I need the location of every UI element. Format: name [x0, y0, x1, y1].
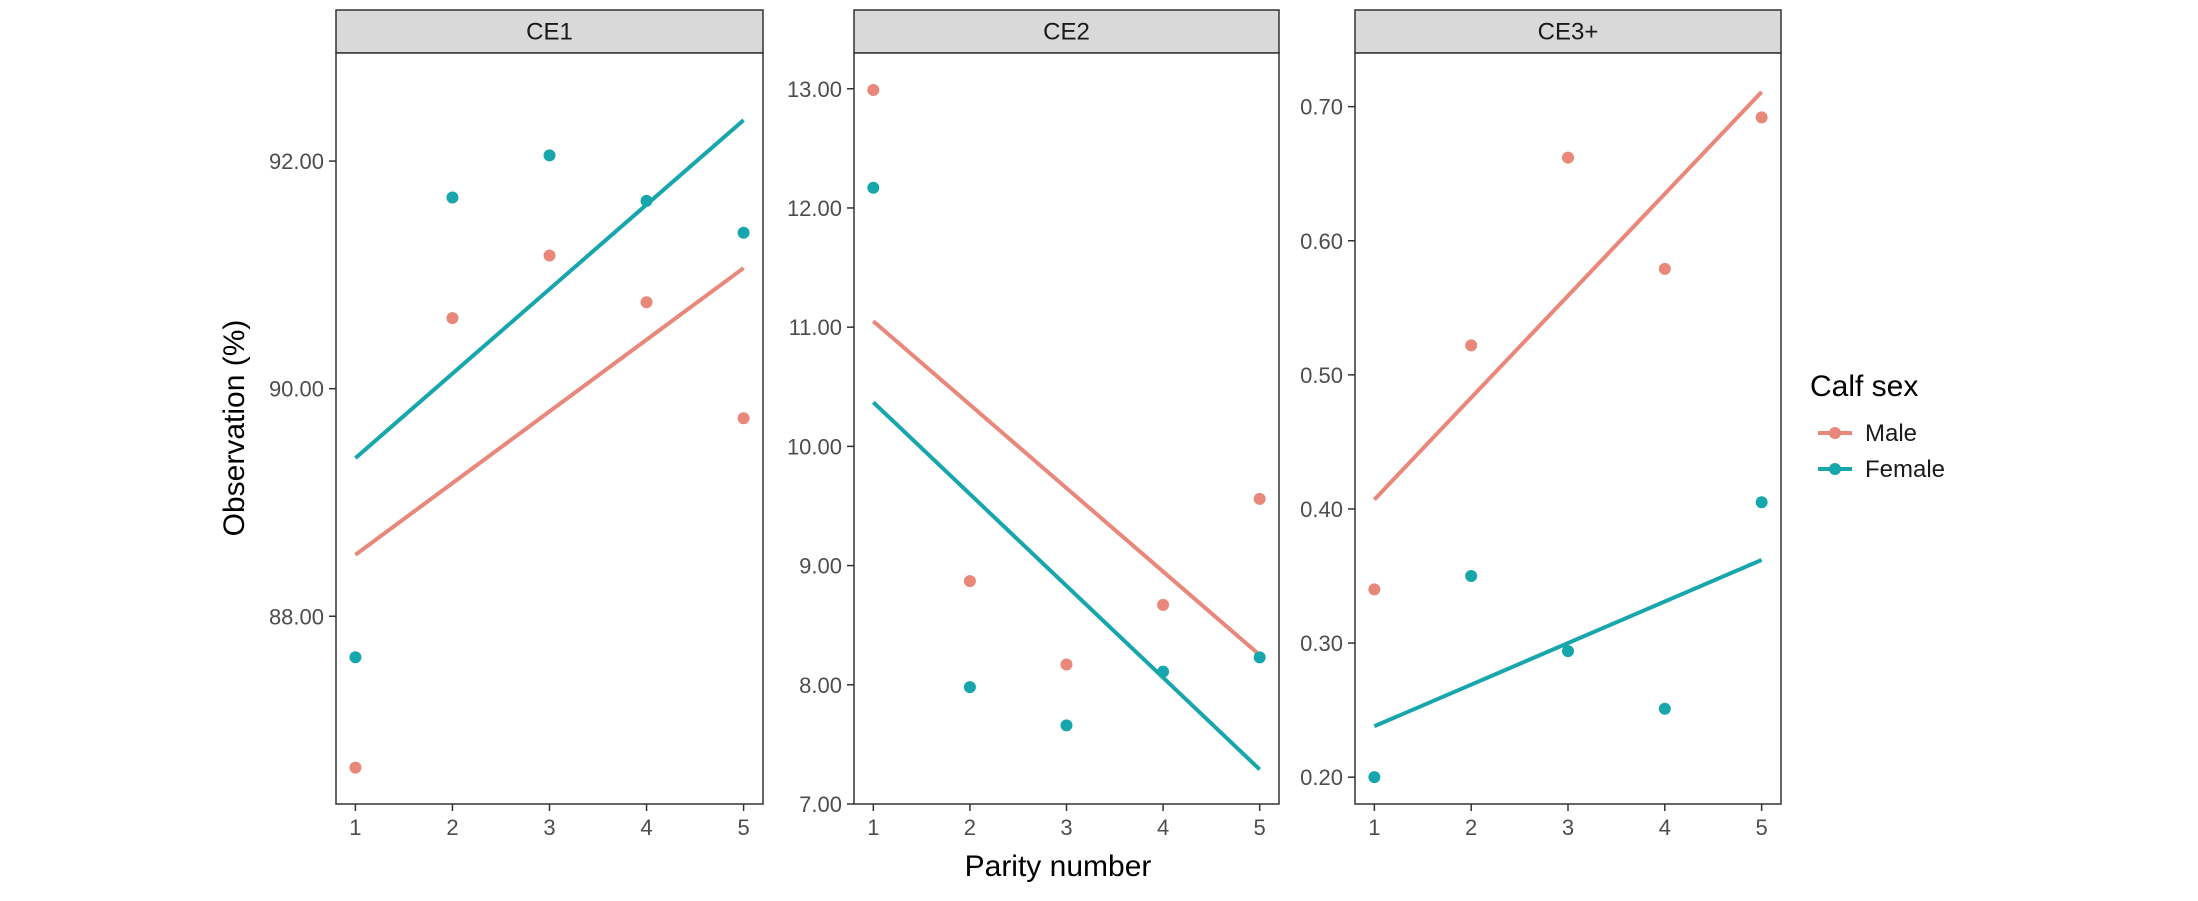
data-point-female: [1157, 665, 1170, 678]
data-point-female: [1755, 496, 1768, 509]
y-tick-label: 11.00: [789, 315, 842, 340]
y-tick-label: 90.00: [269, 377, 324, 402]
x-tick-label: 1: [1368, 815, 1380, 840]
x-tick-label: 3: [1060, 815, 1072, 840]
data-point-female: [543, 149, 556, 162]
panel-plot-area: [335, 52, 764, 805]
legend-label-female: Female: [1865, 456, 1945, 483]
x-tick-label: 1: [867, 815, 879, 840]
data-point-male: [1658, 262, 1671, 275]
data-point-male: [1755, 111, 1768, 124]
data-point-female: [1060, 719, 1073, 732]
panel-ce3-: CE3+ 0.20 0.30 0.40 0.50 0.60 0.70 1 2 3 4 5: [1300, 9, 1782, 840]
panel-strip-label: CE1: [526, 19, 573, 46]
data-point-female: [1562, 645, 1574, 658]
data-point-male: [737, 412, 750, 425]
y-tick-label: 0.60: [1300, 229, 1343, 254]
data-point-female: [737, 226, 750, 239]
y-tick-label: 0.20: [1300, 765, 1343, 790]
fit-line-male: [872, 319, 1261, 657]
panel-strip: [335, 9, 764, 54]
data-point-male: [963, 575, 976, 588]
data-point-male: [1060, 658, 1073, 671]
panel-strip: [853, 9, 1280, 54]
panel-strip: [1354, 9, 1782, 54]
y-tick-label: 0.50: [1300, 363, 1343, 388]
y-tick-label: 8.00: [799, 673, 842, 698]
y-tick-label: 92.00: [269, 149, 324, 174]
x-tick-label: 4: [1157, 815, 1169, 840]
x-tick-label: 4: [1659, 815, 1671, 840]
x-tick-label: 5: [737, 815, 749, 840]
x-tick-label: 1: [349, 815, 361, 840]
panel-strip-label: CE2: [1043, 19, 1090, 46]
x-tick-label: 2: [1465, 815, 1477, 840]
panel-plot-area: [853, 52, 1280, 805]
data-point-female: [867, 181, 880, 194]
y-tick-label: 0.30: [1300, 631, 1343, 656]
data-point-male: [1253, 492, 1266, 505]
fit-line-female: [871, 400, 1262, 771]
x-tick-label: 2: [446, 815, 458, 840]
y-tick-label: 10.00: [787, 434, 842, 459]
y-tick-label: 7.00: [799, 792, 842, 817]
data-point-female: [640, 194, 653, 207]
x-tick-label: 2: [964, 815, 976, 840]
y-tick-label: 0.40: [1300, 497, 1343, 522]
x-tick-label: 3: [1562, 815, 1574, 840]
legend-label-male: Male: [1865, 420, 1917, 447]
data-point-male: [867, 83, 880, 96]
data-point-female: [1465, 570, 1478, 583]
y-tick-label: 0.70: [1300, 95, 1343, 120]
y-tick-label: 12.00: [787, 196, 842, 221]
x-tick-label: 5: [1756, 815, 1768, 840]
y-tick-label: 13.00: [787, 77, 842, 102]
y-axis-title: Observation (%): [218, 320, 251, 537]
data-point-female: [1368, 771, 1381, 784]
panel-strip-label: CE3+: [1538, 19, 1599, 46]
data-point-female: [963, 681, 976, 694]
fit-line-male: [1372, 90, 1764, 501]
y-tick-label: 9.00: [799, 554, 842, 579]
data-point-male: [640, 296, 653, 309]
data-point-female: [349, 651, 362, 664]
legend: Calf sex Male Female: [1810, 370, 1945, 483]
panel-plot-area: [1354, 52, 1782, 805]
x-tick-label: 4: [640, 815, 652, 840]
fit-line-female: [1373, 558, 1763, 729]
x-tick-label: 3: [543, 815, 555, 840]
data-point-male: [1465, 339, 1478, 352]
data-point-female: [1658, 702, 1671, 715]
legend-key-point-male: [1829, 427, 1841, 439]
legend-key-point-female: [1829, 463, 1841, 475]
data-point-female: [446, 191, 459, 204]
y-tick-label: 88.00: [269, 604, 324, 629]
panel-ce1: CE1 88.00 90.00 92.00 1 2 3 4 5: [269, 9, 764, 840]
data-point-male: [349, 761, 362, 774]
data-point-female: [1253, 651, 1266, 664]
data-point-male: [1157, 598, 1170, 611]
fit-line-female: [354, 118, 745, 460]
fit-line-male: [354, 266, 745, 557]
data-point-male: [543, 249, 556, 262]
data-point-male: [446, 312, 459, 325]
legend-title: Calf sex: [1810, 370, 1918, 403]
panel-ce2: CE2 7.00 8.00 9.00 10.00 11.00 12.00 13.00 1 2 3 4 5: [787, 9, 1280, 840]
x-tick-label: 5: [1254, 815, 1266, 840]
x-axis-title: Parity number: [965, 850, 1152, 883]
data-point-male: [1368, 583, 1381, 596]
data-point-male: [1562, 151, 1574, 164]
